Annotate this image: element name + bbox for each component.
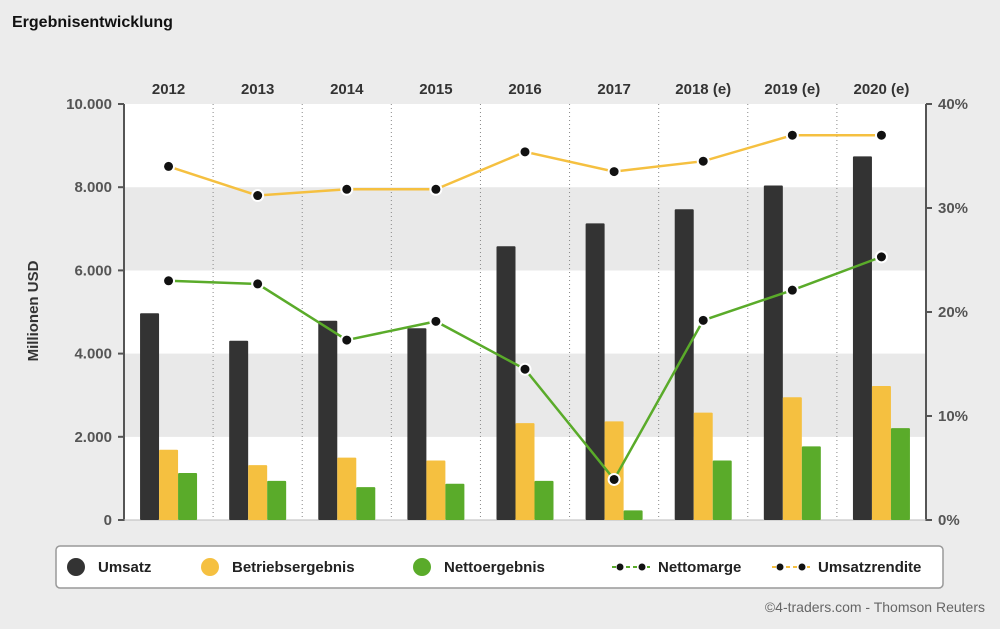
bar-nettoergebnis — [890, 428, 910, 520]
bar-umsatz — [496, 246, 516, 520]
right-tick-label: 20% — [938, 304, 968, 321]
legend-swatch — [67, 558, 85, 576]
legend-label: Umsatz — [98, 559, 151, 576]
legend: Umsatz Betriebsergebnis Nettoergebnis Netto… — [55, 545, 944, 589]
bar-umsatz — [407, 328, 427, 520]
point-nettomarge — [518, 362, 532, 376]
chart-title: Ergebnisentwicklung — [12, 14, 173, 31]
bars — [140, 156, 910, 521]
bar-umsatz — [229, 340, 249, 520]
bar-umsatz — [318, 320, 338, 520]
legend-label: Betriebsergebnis — [232, 559, 355, 576]
left-tick-label: 10.000 — [66, 96, 112, 113]
right-tick-label: 40% — [938, 96, 968, 113]
category-label: 2016 — [508, 81, 541, 98]
left-tick-label: 8.000 — [74, 179, 112, 196]
category-label: 2020 (e) — [854, 81, 910, 98]
left-tick-label: 0 — [104, 512, 112, 529]
legend-label: Umsatzrendite — [818, 559, 921, 576]
lines — [162, 128, 888, 486]
left-tick-label: 2.000 — [74, 429, 112, 446]
point-umsatzrendite — [696, 154, 710, 168]
point-nettomarge — [607, 472, 621, 486]
right-axis-ticks: 0% 10% 20% 30% 40% — [926, 96, 968, 529]
bar-umsatz — [140, 313, 160, 520]
bar-nettoergebnis — [356, 487, 376, 520]
bar-betriebsergebnis — [248, 465, 268, 520]
bar-umsatz — [674, 209, 694, 521]
bar-nettoergebnis — [445, 483, 465, 520]
category-label: 2012 — [152, 81, 185, 98]
legend-box — [55, 545, 944, 589]
right-tick-label: 10% — [938, 408, 968, 425]
point-umsatzrendite — [340, 182, 354, 196]
category-label: 2014 — [330, 81, 364, 98]
bar-betriebsergebnis — [337, 457, 357, 520]
bar-betriebsergebnis — [159, 449, 179, 520]
point-umsatzrendite — [874, 128, 888, 142]
left-tick-label: 6.000 — [74, 262, 112, 279]
plot-band — [124, 187, 926, 271]
point-nettomarge — [162, 274, 176, 288]
legend-swatch — [413, 558, 431, 576]
point-nettomarge — [340, 333, 354, 347]
bar-nettoergebnis — [801, 446, 821, 520]
category-label: 2018 (e) — [675, 81, 731, 98]
point-umsatzrendite — [518, 145, 532, 159]
bar-betriebsergebnis — [426, 460, 446, 520]
point-nettomarge — [696, 313, 710, 327]
point-umsatzrendite — [162, 159, 176, 173]
point-umsatzrendite — [785, 128, 799, 142]
bar-umsatz — [852, 156, 872, 520]
legend-marker — [638, 563, 646, 571]
point-nettomarge — [785, 283, 799, 297]
bar-nettoergebnis — [267, 480, 287, 520]
right-tick-label: 0% — [938, 512, 960, 529]
bar-nettoergebnis — [712, 460, 732, 520]
category-labels: 2012 2013 2014 2015 2016 2017 2018 (e) 2019 (e)… — [152, 81, 910, 98]
point-nettomarge — [429, 314, 443, 328]
point-nettomarge — [251, 277, 265, 291]
bar-betriebsergebnis — [871, 386, 891, 520]
point-umsatzrendite — [251, 189, 265, 203]
right-tick-label: 30% — [938, 200, 968, 217]
bar-betriebsergebnis — [604, 421, 624, 520]
left-tick-label: 4.000 — [74, 346, 112, 363]
category-label: 2013 — [241, 81, 274, 98]
bar-nettoergebnis — [623, 510, 643, 520]
legend-swatch — [201, 558, 219, 576]
point-umsatzrendite — [429, 182, 443, 196]
bar-nettoergebnis — [534, 480, 554, 520]
credit-text: ©4-traders.com - Thomson Reuters — [765, 599, 985, 615]
category-label: 2015 — [419, 81, 452, 98]
bar-nettoergebnis — [178, 472, 198, 520]
legend-marker — [776, 563, 784, 571]
category-label: 2019 (e) — [764, 81, 820, 98]
legend-label: Nettoergebnis — [444, 559, 545, 576]
y-axis-title: Millionen USD — [25, 260, 42, 361]
category-label: 2017 — [597, 81, 630, 98]
left-axis-ticks: 0 2.000 4.000 6.000 8.000 10.000 — [66, 96, 124, 529]
bar-betriebsergebnis — [782, 397, 802, 520]
bar-umsatz — [585, 223, 605, 520]
point-umsatzrendite — [607, 165, 621, 179]
legend-marker — [616, 563, 624, 571]
legend-label: Nettomarge — [658, 559, 741, 576]
point-nettomarge — [874, 250, 888, 264]
bar-betriebsergebnis — [515, 423, 535, 520]
bar-betriebsergebnis — [693, 412, 713, 520]
bar-umsatz — [763, 185, 783, 520]
legend-marker — [798, 563, 806, 571]
